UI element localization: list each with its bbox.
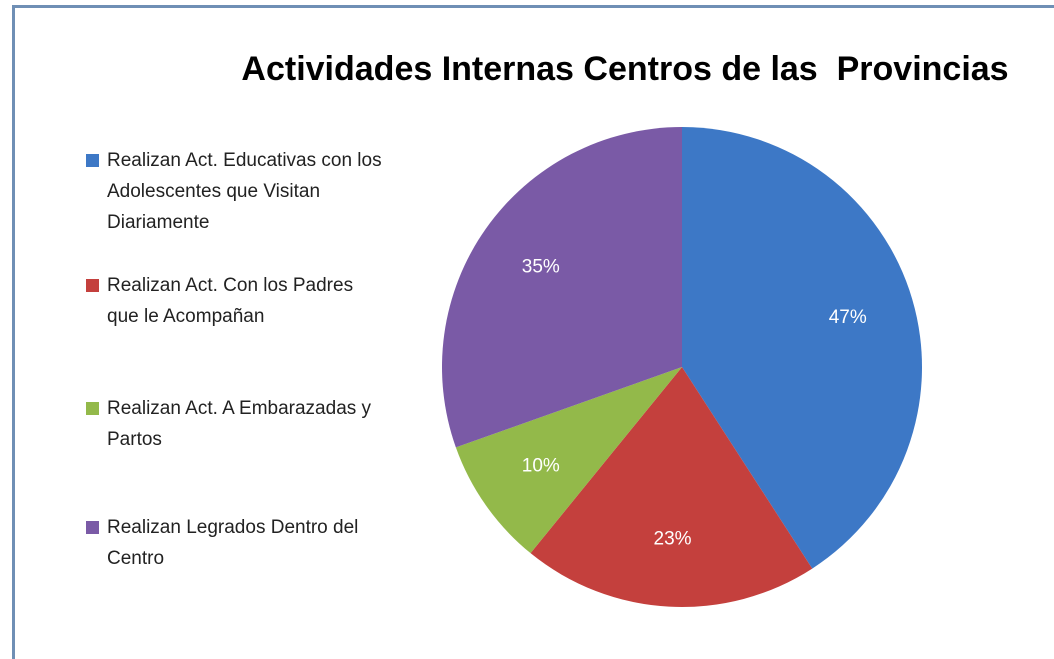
legend-label: Realizan Legrados Dentro del Centro bbox=[107, 517, 359, 569]
legend-entry: Realizan Legrados Dentro del Centro bbox=[86, 512, 386, 574]
data-label: 23% bbox=[654, 529, 692, 550]
legend-label: Realizan Act. Educativas con los Adolesc… bbox=[107, 150, 382, 233]
pie-slice bbox=[455, 367, 682, 554]
legend-swatch bbox=[86, 402, 99, 415]
chart-title: Actividades Internas Centros de las Prov… bbox=[241, 50, 1009, 88]
pie-slice bbox=[442, 127, 682, 448]
legend-swatch bbox=[86, 279, 99, 292]
pie-slice bbox=[682, 127, 923, 569]
pie-slice bbox=[530, 367, 813, 608]
legend-swatch bbox=[86, 154, 99, 167]
legend-swatch bbox=[86, 521, 99, 534]
data-label: 47% bbox=[829, 307, 867, 328]
chart-frame bbox=[12, 5, 1054, 659]
legend-entry: Realizan Act. Educativas con los Adolesc… bbox=[86, 145, 386, 238]
legend-label: Realizan Act. A Embarazadas y Partos bbox=[107, 398, 372, 450]
data-label: 35% bbox=[522, 256, 560, 277]
legend-entry: Realizan Act. A Embarazadas y Partos bbox=[86, 393, 386, 455]
legend-entry: Realizan Act. Con los Padres que le Acom… bbox=[86, 270, 386, 332]
legend-label: Realizan Act. Con los Padres que le Acom… bbox=[107, 275, 354, 327]
data-label: 10% bbox=[522, 456, 560, 477]
